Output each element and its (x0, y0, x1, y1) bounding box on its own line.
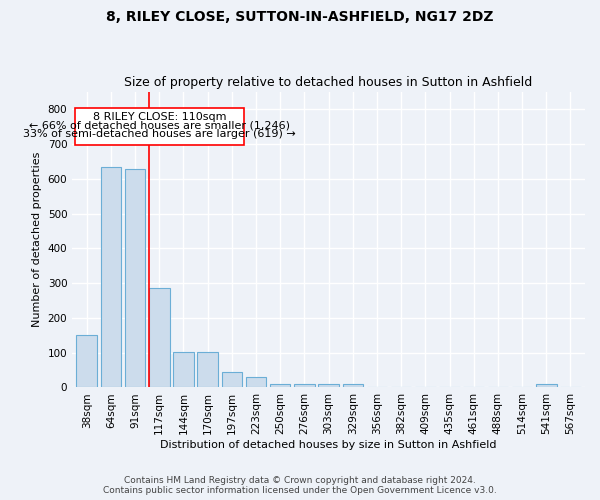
Bar (221, 372, 242, 388)
Title: Size of property relative to detached houses in Sutton in Ashfield: Size of property relative to detached ho… (124, 76, 533, 90)
Text: 33% of semi-detached houses are larger (619) →: 33% of semi-detached houses are larger (… (23, 129, 296, 139)
Text: 8 RILEY CLOSE: 110sqm: 8 RILEY CLOSE: 110sqm (93, 112, 226, 122)
Bar (246, 377, 266, 388)
Bar (173, 352, 194, 388)
Bar (536, 384, 557, 388)
FancyBboxPatch shape (75, 108, 244, 145)
Bar (101, 167, 121, 388)
Bar (149, 288, 170, 388)
X-axis label: Distribution of detached houses by size in Sutton in Ashfield: Distribution of detached houses by size … (160, 440, 497, 450)
Text: 8, RILEY CLOSE, SUTTON-IN-ASHFIELD, NG17 2DZ: 8, RILEY CLOSE, SUTTON-IN-ASHFIELD, NG17… (106, 10, 494, 24)
Bar (76, 336, 97, 388)
Bar (319, 384, 339, 388)
Bar (343, 384, 363, 388)
Bar (270, 384, 290, 388)
Text: Contains HM Land Registry data © Crown copyright and database right 2024.
Contai: Contains HM Land Registry data © Crown c… (103, 476, 497, 495)
Bar (125, 168, 145, 388)
Bar (197, 352, 218, 388)
Bar (294, 384, 314, 388)
Text: ← 66% of detached houses are smaller (1,246): ← 66% of detached houses are smaller (1,… (29, 121, 290, 131)
Y-axis label: Number of detached properties: Number of detached properties (32, 152, 42, 328)
